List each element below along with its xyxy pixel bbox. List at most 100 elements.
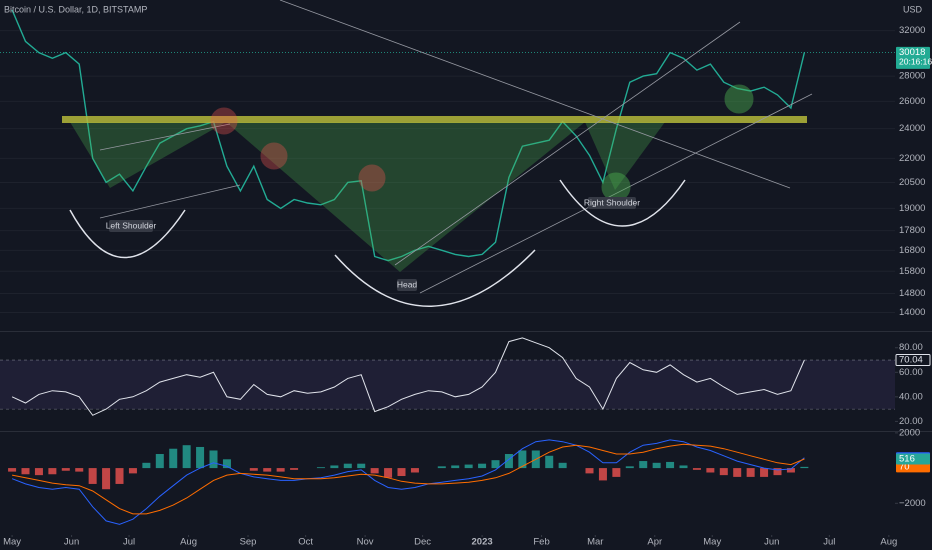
- last-value-box: [896, 453, 930, 465]
- annotation-box: [397, 279, 417, 291]
- annotation-box: [109, 220, 153, 232]
- pattern-fill: [585, 122, 665, 190]
- highlight-circle: [260, 142, 288, 170]
- x-tick-label: Jul: [123, 537, 135, 548]
- annotation-box: [588, 197, 636, 209]
- x-tick-label: Aug: [180, 537, 197, 548]
- histogram-bar: [692, 468, 701, 470]
- histogram-bar: [330, 465, 339, 469]
- x-tick-label: Feb: [533, 537, 549, 548]
- last-value-box: [896, 46, 930, 69]
- annotation: Head: [397, 279, 418, 289]
- histogram-bar: [746, 468, 755, 477]
- histogram-bar: [666, 461, 675, 469]
- x-tick-label: Jun: [64, 537, 79, 548]
- histogram-bar: [491, 460, 500, 469]
- pattern-drawings: [62, 0, 813, 307]
- rsi-band: [0, 360, 895, 410]
- x-tick-label: 2023: [472, 537, 493, 548]
- y-tick-label: 80.00: [899, 342, 923, 353]
- histogram-bar: [196, 446, 205, 469]
- y-tick-label: 14800: [899, 288, 925, 299]
- trendline: [99, 184, 241, 219]
- last-value-label: 70: [899, 461, 910, 472]
- y-tick-label: 26000: [899, 96, 925, 107]
- histogram-bar: [357, 463, 366, 469]
- pattern-fill: [70, 122, 226, 188]
- histogram-bar: [343, 463, 352, 469]
- histogram-bar: [679, 465, 688, 469]
- x-tick-label: Mar: [587, 537, 603, 548]
- series-line: [11, 9, 806, 262]
- histogram-bar: [370, 468, 379, 474]
- histogram-bar: [558, 462, 567, 469]
- neckline: [62, 116, 807, 123]
- y-tick-label: 24000: [899, 123, 925, 134]
- histogram-bar: [222, 459, 231, 469]
- y-tick-label: 22000: [899, 153, 925, 164]
- shoulder-arc: [69, 209, 186, 259]
- histogram-bar: [384, 468, 393, 478]
- currency-label: USD: [903, 4, 923, 14]
- highlight-circle: [724, 84, 754, 114]
- highlight-circle: [210, 107, 238, 135]
- shoulder-arc: [559, 179, 686, 227]
- y-tick-label: 28000: [899, 71, 925, 82]
- pane: [0, 337, 898, 422]
- histogram-bar: [478, 463, 487, 469]
- y-tick-label: 40.00: [899, 391, 923, 402]
- trendline: [279, 0, 791, 189]
- last-value-label: 30018: [899, 47, 925, 58]
- histogram-bar: [155, 454, 164, 469]
- histogram-bar: [397, 468, 406, 477]
- last-value-box: [895, 353, 931, 366]
- countdown-label: 20:16:16: [899, 57, 932, 67]
- pane: [8, 432, 898, 525]
- histogram-bar: [249, 468, 258, 471]
- highlight-circle: [358, 164, 386, 192]
- y-tick-label: 20500: [899, 177, 925, 188]
- head-arc: [334, 249, 536, 307]
- histogram-bar: [639, 461, 648, 469]
- histogram-bar: [48, 468, 57, 475]
- x-tick-label: Sep: [240, 537, 257, 548]
- x-tick-label: Apr: [647, 537, 662, 548]
- pattern-fill: [226, 122, 585, 272]
- histogram-bar: [598, 468, 607, 481]
- histogram-bar: [88, 468, 97, 484]
- x-tick-label: Aug: [880, 537, 897, 548]
- annotation: Right Shoulder: [584, 197, 640, 207]
- y-tick-label: 32000: [899, 25, 925, 36]
- histogram-bar: [128, 468, 137, 474]
- y-tick-label: 17800: [899, 225, 925, 236]
- y-tick-label: 20.00: [899, 416, 923, 427]
- series-line: [11, 439, 805, 525]
- y-tick-label: 60.00: [899, 367, 923, 378]
- histogram-bar: [102, 468, 111, 490]
- trendline: [99, 123, 231, 151]
- histogram-bar: [464, 464, 473, 469]
- histogram-bar: [142, 462, 151, 469]
- histogram-bar: [652, 462, 661, 469]
- histogram-bar: [733, 468, 742, 477]
- histogram-bar: [518, 450, 527, 469]
- histogram-bar: [75, 468, 84, 472]
- histogram-bar: [209, 450, 218, 469]
- last-value-label: 516: [899, 454, 915, 465]
- series-line: [11, 337, 805, 416]
- histogram-bar: [290, 468, 299, 470]
- y-tick-label: 15800: [899, 266, 925, 277]
- histogram-bar: [169, 448, 178, 469]
- histogram-bar: [773, 468, 782, 476]
- last-value-label: 70.04: [899, 354, 923, 365]
- histogram-bar: [545, 455, 554, 469]
- y-tick-label: 2000: [899, 427, 920, 438]
- histogram-bar: [451, 465, 460, 469]
- histogram-bar: [21, 468, 30, 475]
- histogram-bar: [786, 468, 795, 473]
- x-tick-label: Dec: [414, 537, 431, 548]
- series-line: [12, 443, 805, 515]
